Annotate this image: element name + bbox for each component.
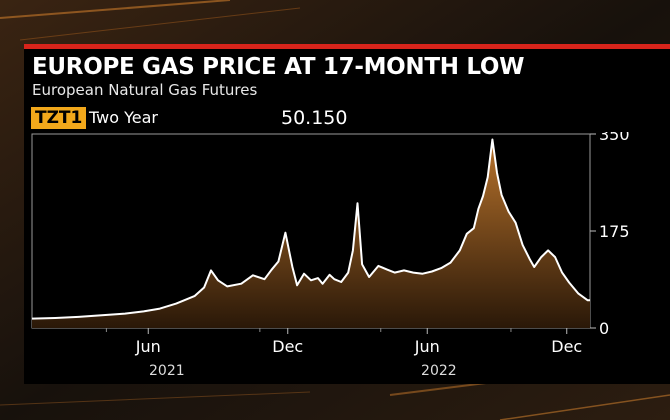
ticker-row: TZT1 Two Year 50.150 [31, 107, 591, 129]
area-fill [32, 139, 590, 328]
y-tick-label: 175 [599, 222, 630, 241]
ticker-badge: TZT1 [31, 107, 87, 129]
last-price-value: 50.150 [281, 107, 348, 129]
x-tick-label: Dec [272, 337, 303, 356]
year-label: 2021 [149, 363, 185, 379]
y-tick-label: 0 [599, 319, 609, 338]
y-tick-label: 350 [599, 132, 630, 144]
year-label: 2022 [421, 363, 457, 379]
area-chart: 0 175 350 Jun Dec Jun Dec 2021 2022 [31, 132, 630, 379]
accent-bar [24, 44, 670, 49]
x-tick-label: Dec [551, 337, 582, 356]
chart-title: EUROPE GAS PRICE AT 17-MONTH LOW [32, 54, 525, 80]
x-axis: Jun Dec Jun Dec 2021 2022 [105, 328, 582, 379]
y-axis: 0 175 350 [590, 132, 630, 338]
x-tick-label: Jun [135, 337, 161, 356]
period-label: Two Year [89, 108, 158, 127]
series-line [31, 138, 590, 320]
chart-panel: EUROPE GAS PRICE AT 17-MONTH LOW Europea… [24, 44, 670, 384]
chart-subtitle: European Natural Gas Futures [32, 81, 258, 99]
x-tick-label: Jun [414, 337, 440, 356]
